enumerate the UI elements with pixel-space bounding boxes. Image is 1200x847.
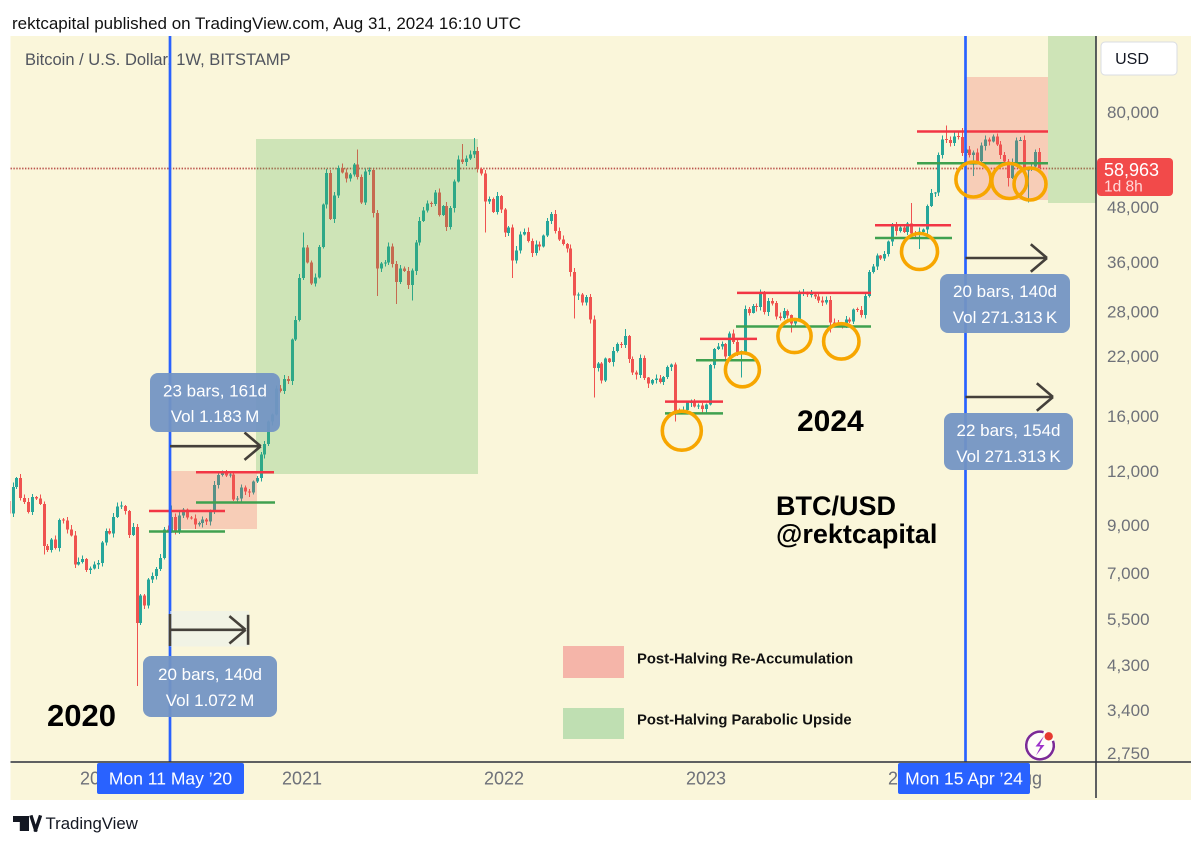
svg-text:Vol 271.313 K: Vol 271.313 K [953,308,1058,327]
svg-text:TradingView: TradingView [46,814,139,833]
svg-text:7,000: 7,000 [1107,564,1150,583]
svg-text:2,750: 2,750 [1107,744,1150,763]
svg-text:28,000: 28,000 [1107,303,1159,322]
svg-text:Vol 1.072 M: Vol 1.072 M [166,691,254,710]
svg-text:4,300: 4,300 [1107,656,1150,675]
svg-text:5,500: 5,500 [1107,610,1150,629]
svg-text:2023: 2023 [686,769,726,789]
svg-text:36,000: 36,000 [1107,253,1159,272]
svg-text:Mon 11 May ’20: Mon 11 May ’20 [109,769,232,789]
svg-text:22 bars, 154d: 22 bars, 154d [957,421,1061,440]
svg-text:20 bars, 140d: 20 bars, 140d [953,282,1057,301]
svg-text:Post-Halving Parabolic Upside: Post-Halving Parabolic Upside [637,713,852,729]
svg-text:Post-Halving Re-Accumulation: Post-Halving Re-Accumulation [637,652,853,668]
svg-text:Vol 1.183 M: Vol 1.183 M [171,407,259,426]
svg-text:58,963: 58,963 [1104,160,1159,180]
svg-text:2020: 2020 [47,698,116,733]
svg-text:@rektcapital: @rektcapital [776,519,937,549]
svg-text:Vol 271.313 K: Vol 271.313 K [956,447,1061,466]
svg-text:22,000: 22,000 [1107,347,1159,366]
svg-text:2021: 2021 [282,769,322,789]
svg-text:rektcapital published on Tradi: rektcapital published on TradingView.com… [12,14,521,33]
svg-text:80,000: 80,000 [1107,103,1159,122]
svg-text:Bitcoin / U.S. Dollar, 1W, BIT: Bitcoin / U.S. Dollar, 1W, BITSTAMP [25,51,291,69]
svg-text:48,000: 48,000 [1107,198,1159,217]
svg-text:USD: USD [1115,51,1149,68]
svg-text:Mon 15 Apr ’24: Mon 15 Apr ’24 [905,769,1023,789]
svg-text:16,000: 16,000 [1107,407,1159,426]
svg-text:12,000: 12,000 [1107,462,1159,481]
svg-text:2022: 2022 [484,769,524,789]
svg-text:2024: 2024 [797,405,864,438]
svg-text:1d 8h: 1d 8h [1104,179,1143,196]
svg-text:BTC/USD: BTC/USD [776,491,896,521]
svg-text:20 bars, 140d: 20 bars, 140d [158,665,262,684]
svg-text:23 bars, 161d: 23 bars, 161d [163,382,267,401]
svg-text:9,000: 9,000 [1107,516,1150,535]
svg-text:3,400: 3,400 [1107,701,1150,720]
